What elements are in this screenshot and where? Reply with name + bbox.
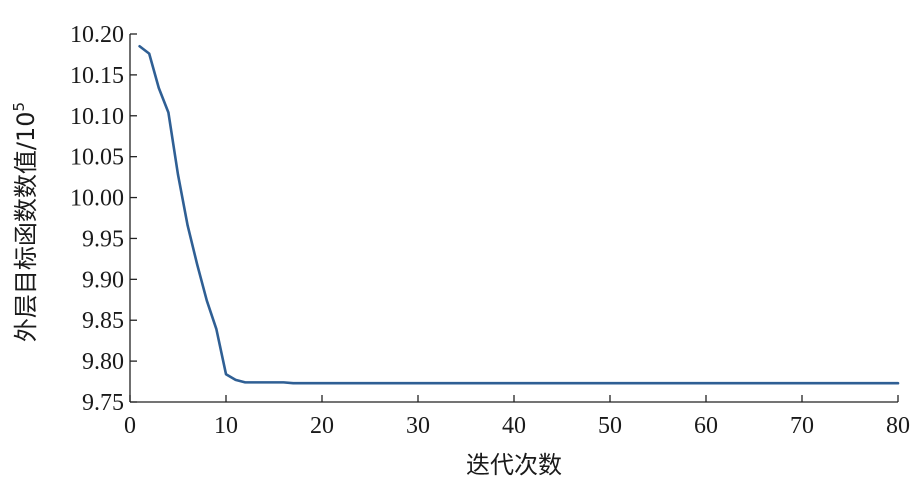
x-tick-label: 60 — [694, 413, 718, 439]
y-tick-label: 10.05 — [70, 145, 124, 171]
y-tick-label: 10.20 — [70, 22, 124, 48]
y-tick-label: 10.15 — [70, 63, 124, 89]
series-layer — [138, 44, 900, 385]
y-axis-title-text: 外层目标函数数值/10 — [12, 111, 40, 342]
y-ticks: 9.75 9.80 9.85 9.90 9.95 10.00 10.05 10.10 10.15… — [70, 22, 137, 416]
y-tick-label: 10.10 — [70, 104, 124, 130]
x-ticks: 0 10 20 30 40 50 60 70 80 — [124, 395, 910, 439]
y-tick-label: 9.95 — [82, 226, 124, 252]
series-line — [138, 44, 900, 385]
x-tick-label: 20 — [310, 413, 334, 439]
x-tick-label: 30 — [406, 413, 430, 439]
y-axis-title: 外层目标函数数值/105 — [10, 102, 40, 342]
y-tick-label: 9.90 — [82, 267, 124, 293]
x-tick-label: 70 — [790, 413, 814, 439]
x-tick-label: 0 — [124, 413, 136, 439]
x-tick-label: 50 — [598, 413, 622, 439]
x-tick-label: 10 — [214, 413, 238, 439]
y-tick-label: 9.80 — [82, 349, 124, 375]
y-axis-title-superscript: 5 — [10, 102, 28, 112]
x-tick-label: 80 — [886, 413, 910, 439]
axes — [129, 34, 898, 403]
y-tick-label: 10.00 — [70, 186, 124, 212]
y-tick-label: 9.85 — [82, 308, 124, 334]
y-tick-label: 9.75 — [82, 390, 124, 416]
x-axis-title: 迭代次数 — [466, 451, 562, 479]
x-tick-label: 40 — [502, 413, 526, 439]
